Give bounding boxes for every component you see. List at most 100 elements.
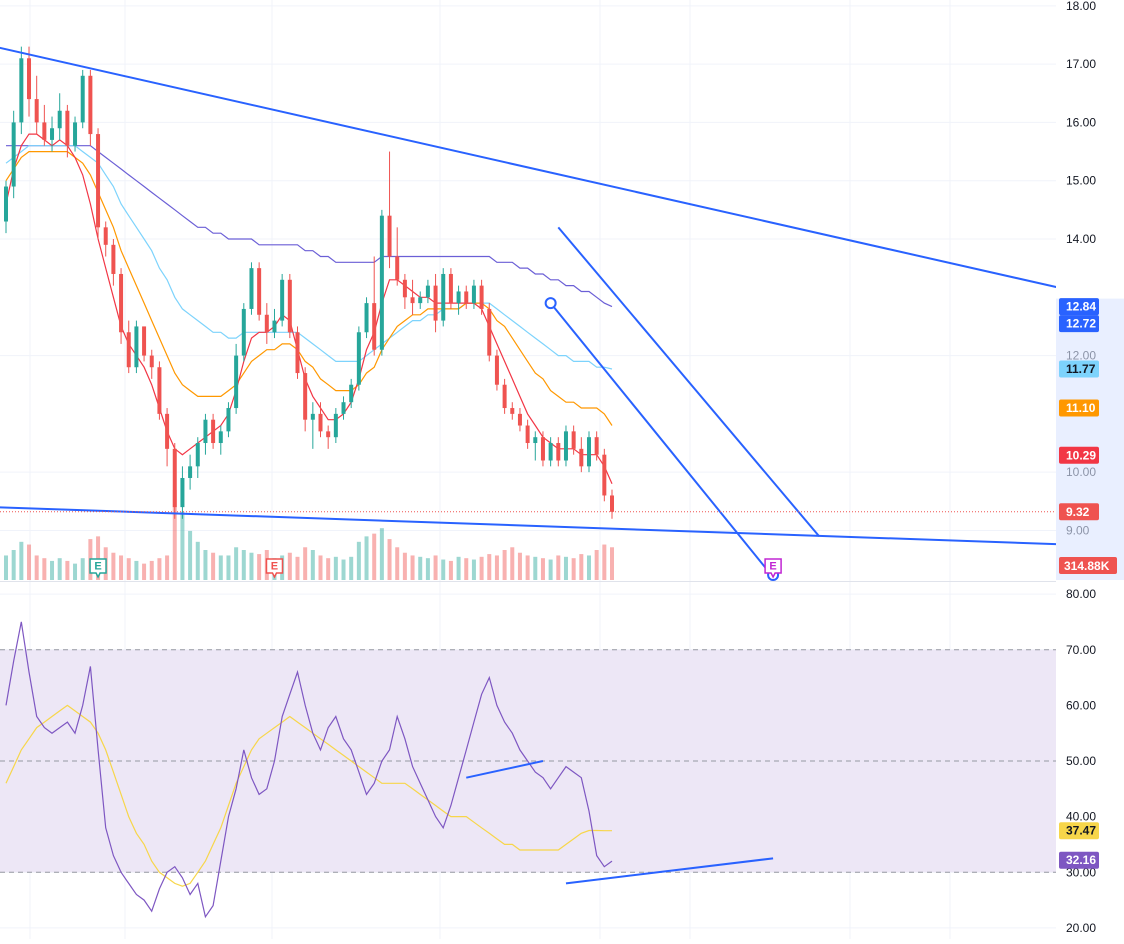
candle-body[interactable] <box>11 122 16 187</box>
earnings-marker[interactable]: E <box>764 558 782 579</box>
candle-body[interactable] <box>203 419 208 444</box>
earnings-marker[interactable]: E <box>265 558 284 579</box>
candlesticks[interactable] <box>4 46 614 519</box>
candle-body[interactable] <box>410 297 415 304</box>
candle-body[interactable] <box>456 291 461 304</box>
candle-body[interactable] <box>487 308 492 356</box>
candle-body[interactable] <box>471 285 476 304</box>
candle-body[interactable] <box>326 431 331 438</box>
candle-body[interactable] <box>188 466 193 478</box>
candle-body[interactable] <box>272 320 277 333</box>
candle-body[interactable] <box>441 273 446 321</box>
price-trendline[interactable] <box>549 302 774 578</box>
volume-bar <box>157 558 162 580</box>
candle-body[interactable] <box>563 431 568 461</box>
candle-body[interactable] <box>57 110 62 129</box>
candle-body[interactable] <box>303 373 308 420</box>
trendline-anchor-handle[interactable] <box>544 297 557 310</box>
candle-body[interactable] <box>149 355 154 368</box>
candle-body[interactable] <box>234 355 239 409</box>
candle-body[interactable] <box>226 408 231 432</box>
candle-body[interactable] <box>579 448 584 467</box>
candle-body[interactable] <box>111 244 116 274</box>
candle-body[interactable] <box>349 384 354 403</box>
candle-body[interactable] <box>502 384 507 409</box>
candle-body[interactable] <box>73 122 78 146</box>
candle-body[interactable] <box>364 303 369 333</box>
volume-bar <box>487 554 492 580</box>
candle-body[interactable] <box>19 58 24 123</box>
candle-body[interactable] <box>556 443 561 461</box>
candle-body[interactable] <box>34 99 39 123</box>
candle-body[interactable] <box>4 186 8 222</box>
candle-body[interactable] <box>433 285 438 321</box>
candle-body[interactable] <box>395 256 400 280</box>
candle-body[interactable] <box>264 314 269 333</box>
candle-body[interactable] <box>341 402 346 414</box>
candle-body[interactable] <box>218 431 223 444</box>
candle-body[interactable] <box>602 454 607 496</box>
candle-body[interactable] <box>280 279 285 321</box>
candle-body[interactable] <box>103 227 108 245</box>
candle-body[interactable] <box>610 495 614 512</box>
candle-body[interactable] <box>517 413 522 426</box>
earnings-marker-badge[interactable] <box>89 558 107 579</box>
candle-body[interactable] <box>172 448 177 508</box>
candle-body[interactable] <box>594 437 599 455</box>
price-trendline[interactable] <box>557 226 820 537</box>
candle-body[interactable] <box>379 215 384 350</box>
candle-body[interactable] <box>241 308 246 356</box>
candle-body[interactable] <box>479 285 484 309</box>
candle-body[interactable] <box>295 332 300 374</box>
rsi-tag: 32.16 <box>1066 853 1096 867</box>
candle-body[interactable] <box>533 437 538 444</box>
candle-body[interactable] <box>402 279 407 298</box>
candle-body[interactable] <box>65 110 70 146</box>
candle-body[interactable] <box>27 58 32 100</box>
candle-body[interactable] <box>142 326 147 356</box>
candle-body[interactable] <box>540 437 545 461</box>
volume-bar <box>471 559 476 580</box>
candle-body[interactable] <box>571 431 576 449</box>
rsi-trendline[interactable] <box>466 760 544 779</box>
candle-body[interactable] <box>165 413 170 449</box>
candle-body[interactable] <box>318 413 323 432</box>
candle-body[interactable] <box>211 419 216 444</box>
candle-body[interactable] <box>180 477 185 508</box>
candle-body[interactable] <box>310 413 315 420</box>
candle-body[interactable] <box>96 134 101 228</box>
candle-body[interactable] <box>387 215 392 257</box>
candle-body[interactable] <box>510 408 515 414</box>
candle-body[interactable] <box>425 285 430 298</box>
candle-body[interactable] <box>88 75 93 135</box>
candle-body[interactable] <box>494 355 499 385</box>
candle-body[interactable] <box>525 425 530 444</box>
candle-body[interactable] <box>134 326 139 368</box>
candle-body[interactable] <box>586 437 591 467</box>
candle-body[interactable] <box>418 297 423 304</box>
candle-body[interactable] <box>80 75 85 123</box>
candle-body[interactable] <box>372 303 377 350</box>
rsi-trendline[interactable] <box>565 857 774 885</box>
candle-body[interactable] <box>464 291 469 304</box>
candle-body[interactable] <box>126 332 131 368</box>
volume-bar <box>602 544 607 580</box>
candle-body[interactable] <box>157 367 162 414</box>
earnings-marker-badge[interactable] <box>764 558 782 579</box>
candle-body[interactable] <box>356 332 361 385</box>
candle-body[interactable] <box>42 122 47 140</box>
candle-body[interactable] <box>249 268 254 309</box>
candle-body[interactable] <box>119 273 124 333</box>
candle-body[interactable] <box>257 268 262 315</box>
earnings-marker[interactable]: E <box>89 558 107 579</box>
candle-body[interactable] <box>548 443 553 461</box>
candle-body[interactable] <box>50 128 55 140</box>
candle-body[interactable] <box>333 413 338 438</box>
candle-body[interactable] <box>195 443 200 467</box>
earnings-marker-badge[interactable] <box>265 558 284 579</box>
candle-body[interactable] <box>287 279 292 333</box>
candle-body[interactable] <box>448 273 453 304</box>
